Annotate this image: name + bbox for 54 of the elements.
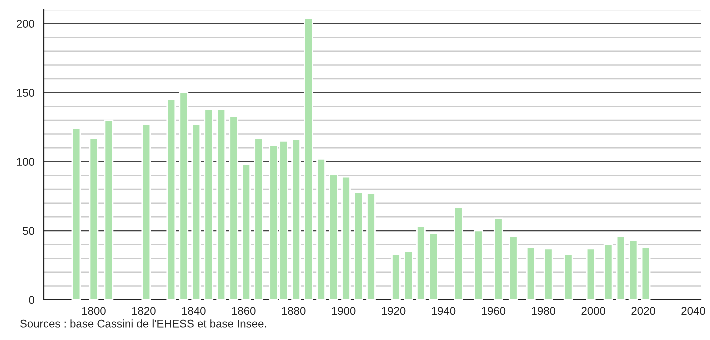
bar: [586, 248, 596, 300]
bar: [526, 246, 536, 300]
bar: [342, 176, 351, 300]
bar: [216, 108, 226, 300]
y-tick-label: 200: [16, 20, 35, 28]
bar: [494, 218, 504, 300]
bar: [179, 92, 189, 300]
bar: [329, 174, 338, 300]
x-tick-label: 1880: [282, 307, 306, 316]
bar: [392, 254, 401, 300]
x-tick-label: 1800: [82, 307, 106, 316]
bar: [404, 250, 414, 300]
bar: [366, 192, 376, 300]
x-tick-label: 1900: [332, 307, 356, 316]
y-tick-label: 0: [29, 296, 35, 304]
y-tick-label: 150: [17, 89, 35, 97]
bar: [616, 236, 626, 300]
bar: [628, 240, 638, 300]
x-tick-label: 1960: [482, 307, 506, 316]
x-tick-label: 1840: [182, 307, 206, 316]
bar: [292, 139, 301, 300]
bar: [192, 124, 202, 300]
x-tick-label: 1820: [132, 307, 156, 316]
bar: [416, 226, 426, 300]
bar: [604, 244, 614, 300]
x-tick-label: 1940: [432, 307, 456, 316]
x-tick-label: 2020: [632, 307, 656, 316]
bar: [104, 120, 114, 300]
bar: [544, 248, 554, 300]
bar: [229, 116, 239, 300]
y-tick-label: 50: [23, 227, 35, 236]
x-tick-label: 1980: [532, 307, 556, 316]
bar: [204, 108, 214, 300]
bar: [254, 138, 264, 300]
bar: [454, 206, 464, 300]
x-tick-label: 1920: [382, 307, 406, 316]
bar: [304, 18, 314, 300]
bar: [166, 99, 176, 300]
bar: [474, 230, 484, 300]
bar: [142, 124, 152, 300]
bar: [429, 233, 438, 300]
bar: [316, 158, 326, 300]
bar: [564, 254, 574, 300]
x-tick-label: 2000: [582, 307, 606, 316]
y-tick-label: 100: [17, 158, 35, 166]
x-tick-label: 2040: [682, 307, 706, 316]
bar: [508, 236, 518, 300]
bar: [354, 192, 364, 300]
bar: [641, 246, 651, 300]
x-tick-label: 1860: [232, 307, 256, 316]
bar: [242, 164, 252, 300]
bar: [72, 128, 82, 300]
source-note: Sources : base Cassini de l'EHESS et base Insee.: [20, 320, 266, 328]
bar: [89, 138, 99, 300]
